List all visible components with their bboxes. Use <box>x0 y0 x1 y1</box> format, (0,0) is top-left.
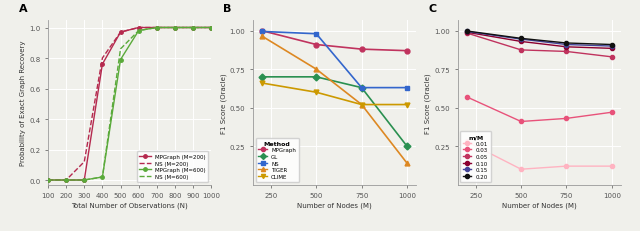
Y-axis label: F1 Score (Oracle): F1 Score (Oracle) <box>220 73 227 133</box>
Y-axis label: F1 Score (Oracle): F1 Score (Oracle) <box>425 73 431 133</box>
X-axis label: Number of Nodes (M): Number of Nodes (M) <box>297 201 372 208</box>
X-axis label: Number of Nodes (M): Number of Nodes (M) <box>502 201 577 208</box>
Text: B: B <box>223 4 232 14</box>
Legend: MPGraph (M=200), NS (M=200), MPGraph (M=600), NS (M=600): MPGraph (M=200), NS (M=200), MPGraph (M=… <box>137 152 209 182</box>
Text: C: C <box>428 4 436 14</box>
Legend: MPGraph, GL, NS, TIGER, CLIME: MPGraph, GL, NS, TIGER, CLIME <box>255 138 299 182</box>
Text: A: A <box>19 4 28 14</box>
Legend: 0.01, 0.03, 0.05, 0.10, 0.15, 0.20: 0.01, 0.03, 0.05, 0.10, 0.15, 0.20 <box>460 132 491 182</box>
Y-axis label: Probability of Exact Graph Recovery: Probability of Exact Graph Recovery <box>20 40 26 165</box>
X-axis label: Total Number of Observations (N): Total Number of Observations (N) <box>71 201 188 208</box>
